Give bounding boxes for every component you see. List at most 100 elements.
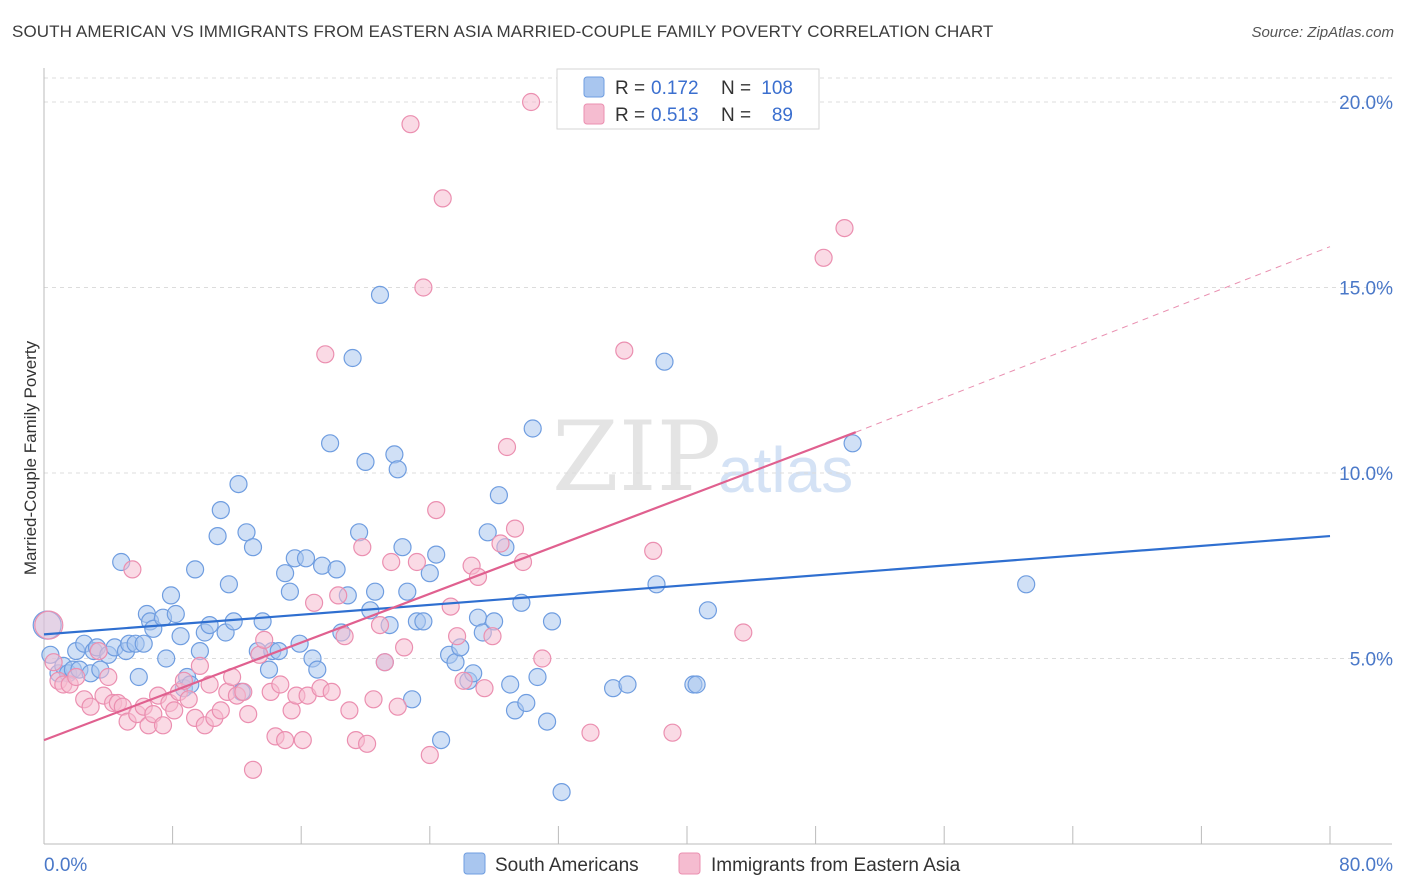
eastern-asia-point (190, 656, 209, 676)
source-credit: Source: ZipAtlas.com (1251, 24, 1394, 41)
eastern-asia-point (200, 675, 219, 694)
eastern-asia-point (34, 610, 64, 640)
eastern-asia-point (414, 278, 433, 297)
legend-n-label-blue: N = (721, 78, 751, 99)
series-immigrants-eastern-asia (34, 92, 854, 779)
south-americans-point (398, 582, 417, 601)
y-tick-label: 5.0% (1350, 649, 1393, 670)
south-americans-point (687, 675, 706, 694)
eastern-asia-point (329, 586, 348, 605)
eastern-asia-point (734, 623, 753, 642)
south-americans-point (388, 460, 407, 479)
eastern-asia-point (468, 567, 488, 587)
eastern-asia-point (153, 716, 173, 735)
chart-title: SOUTH AMERICAN VS IMMIGRANTS FROM EASTER… (12, 22, 994, 41)
eastern-asia-point (276, 730, 295, 750)
eastern-asia-point (497, 437, 517, 457)
eastern-asia-point (353, 538, 372, 557)
eastern-asia-point (335, 627, 354, 646)
south-americans-point (243, 538, 263, 557)
trend-line-south-americans (43, 534, 1331, 636)
eastern-asia-point (165, 701, 184, 720)
south-americans-point (647, 575, 666, 594)
south-americans-point (478, 523, 497, 542)
gridlines (44, 77, 1392, 659)
eastern-asia-point (293, 730, 312, 750)
south-americans-point (370, 285, 390, 304)
legend-swatch-pink (583, 103, 605, 125)
south-americans-point (528, 667, 547, 687)
eastern-asia-point (305, 593, 324, 612)
eastern-asia-point (99, 667, 118, 687)
eastern-asia-point (581, 723, 600, 742)
eastern-asia-point (271, 675, 290, 694)
series-legend-label-blue: South Americans (495, 855, 639, 876)
south-americans-point (171, 627, 190, 646)
south-americans-point (157, 649, 176, 668)
eastern-asia-point (211, 701, 230, 720)
y-tick-label: 20.0% (1339, 93, 1393, 114)
legend-r-value-blue: 0.172 (651, 78, 699, 99)
series-legend-swatch-pink (678, 852, 701, 875)
south-americans-point (537, 712, 557, 731)
south-americans-point (523, 419, 542, 438)
south-americans-point (655, 352, 674, 371)
y-tick-label: 10.0% (1339, 464, 1393, 485)
south-americans-point (321, 434, 340, 453)
south-americans-point (237, 523, 256, 542)
trend-lines (43, 246, 1331, 742)
south-americans-point (166, 604, 185, 624)
south-americans-point (843, 434, 862, 453)
eastern-asia-point (420, 745, 439, 765)
watermark-atlas: atlas (718, 434, 853, 506)
eastern-asia-point (441, 597, 460, 616)
legend-swatch-blue (583, 76, 605, 98)
x-tick-label-max: 80.0% (1339, 855, 1393, 876)
south-americans-point (253, 612, 272, 631)
legend-n-value-blue: 108 (761, 78, 793, 99)
south-americans-point (385, 445, 404, 464)
eastern-asia-point (407, 552, 426, 572)
eastern-asia-point (358, 734, 377, 753)
south-americans-point (200, 615, 219, 635)
eastern-asia-point (67, 667, 86, 687)
x-tick-label-min: 0.0% (44, 855, 87, 876)
south-americans-point (552, 782, 571, 802)
eastern-asia-point (123, 560, 142, 579)
south-americans-point (698, 601, 718, 620)
eastern-asia-point (644, 541, 663, 561)
south-americans-point (1017, 575, 1036, 594)
legend-n-value-pink: 89 (772, 105, 793, 126)
eastern-asia-point (454, 671, 473, 690)
eastern-asia-point (44, 653, 63, 672)
south-americans-point (618, 675, 637, 694)
legend-r-label-blue: R = (615, 78, 645, 99)
south-americans-point (393, 538, 412, 557)
eastern-asia-point (433, 189, 452, 208)
eastern-asia-point (483, 627, 502, 646)
eastern-asia-point (243, 760, 263, 779)
y-axis-title: Married-Couple Family Poverty (21, 340, 40, 575)
eastern-asia-point (835, 219, 854, 238)
south-americans-point (542, 612, 562, 631)
watermark-zip: ZIP (552, 401, 721, 513)
eastern-asia-point (814, 248, 833, 267)
series-legend: South Americans Immigrants from Eastern … (463, 852, 961, 876)
eastern-asia-point (615, 341, 634, 360)
south-americans-point (296, 549, 316, 568)
south-americans-point (219, 575, 238, 594)
eastern-asia-point (340, 701, 359, 720)
south-americans-point (259, 660, 279, 679)
south-americans-point (350, 523, 369, 542)
eastern-asia-point (401, 115, 420, 134)
eastern-asia-point (448, 627, 467, 646)
south-americans-point (161, 586, 181, 605)
south-americans-point (208, 526, 227, 546)
south-americans-point (134, 634, 153, 653)
south-americans-point (489, 486, 508, 505)
south-americans-point (229, 475, 248, 494)
eastern-asia-point (533, 649, 552, 668)
south-americans-point (186, 560, 205, 579)
legend-n-label-pink: N = (721, 105, 751, 126)
